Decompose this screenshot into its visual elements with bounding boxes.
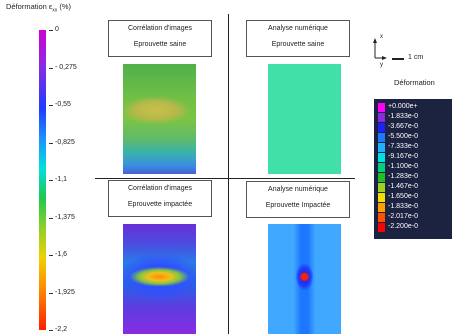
scale-tick-label: 0 xyxy=(55,26,59,33)
scale-tick-label: -0,825 xyxy=(55,138,75,146)
legend-value: -1.833e-0 xyxy=(388,202,418,210)
legend-value: -2.200e-0 xyxy=(388,222,418,230)
scale-bar-line xyxy=(392,58,404,60)
scale-tick xyxy=(49,292,53,294)
panel-label-line1: Analyse numérique xyxy=(268,186,328,193)
legend-swatch xyxy=(378,223,385,232)
scale-tick-label: -2,2 xyxy=(55,326,68,333)
scale-tick-label: -1,6 xyxy=(55,251,68,258)
panel-label-line2: Eprouvette saine xyxy=(133,41,187,48)
panel-label-top-left: Corrélation d'images Eprouvette saine xyxy=(108,20,212,57)
legend-value: -1.650e-0 xyxy=(388,192,418,200)
legend-swatch xyxy=(378,163,385,172)
legend-value: -2.017e-0 xyxy=(388,212,418,220)
panel-label-line2: Eprouvette impactée xyxy=(127,201,193,208)
scale-tick-label: - 0,275 xyxy=(55,63,77,71)
scale-tick xyxy=(49,142,53,144)
legend-value: -9.167e-0 xyxy=(388,152,418,160)
horizontal-divider xyxy=(95,178,355,179)
panel-label-line1: Corrélation d'images xyxy=(128,25,192,32)
panel-label-line2: Eprouvette Impactée xyxy=(265,202,331,209)
legend-swatch xyxy=(378,133,385,142)
panel-label-line1: Analyse numérique xyxy=(268,25,328,32)
legend-swatch xyxy=(378,213,385,222)
scale-tick-label: -1,1 xyxy=(55,176,68,183)
axis-x-label: x xyxy=(380,34,383,40)
axis-arrows-icon xyxy=(373,38,387,60)
legend-value: -5.500e-0 xyxy=(388,132,418,140)
legend-swatch xyxy=(378,103,385,112)
panel-label-line2: Eprouvette saine xyxy=(271,41,325,48)
legend-value: -3.667e-0 xyxy=(388,122,418,130)
scale-tick xyxy=(49,30,53,31)
scale-tick xyxy=(49,217,53,219)
scale-tick xyxy=(49,255,53,256)
legend-value: -1.100e-0 xyxy=(388,162,418,170)
panel-label-top-right: Analyse numérique Eprouvette saine xyxy=(246,20,350,57)
legend-swatch xyxy=(378,183,385,192)
scale-length-label: 1 cm xyxy=(408,54,424,61)
scale-tick xyxy=(49,105,53,106)
specimen-dic-impacted xyxy=(123,224,196,334)
legend-value: -1.467e-0 xyxy=(388,182,418,190)
legend-swatch xyxy=(378,173,385,182)
legend-swatch xyxy=(378,143,385,152)
vertical-divider xyxy=(228,14,229,334)
scale-tick-label: -1,375 xyxy=(55,213,75,221)
legend-swatch xyxy=(378,203,385,212)
specimen-numerical-healthy xyxy=(268,64,341,174)
panel-label-line1: Corrélation d'images xyxy=(128,185,192,192)
legend-value: -7.333e-0 xyxy=(388,142,418,150)
legend-value: +0.000e+ xyxy=(388,102,418,110)
panel-label-bottom-right: Analyse numérique Eprouvette Impactée xyxy=(246,181,350,218)
legend-title: Déformation xyxy=(394,78,435,87)
legend-value: -1.833e-0 xyxy=(388,112,418,120)
legend-swatch xyxy=(378,193,385,202)
legend-value: -1.283e-0 xyxy=(388,172,418,180)
panel-label-bottom-left: Corrélation d'images Eprouvette impactée xyxy=(108,180,212,217)
legend-swatch xyxy=(378,123,385,132)
specimen-numerical-impacted xyxy=(268,224,341,334)
scale-tick xyxy=(49,330,53,331)
scale-tick xyxy=(49,180,53,181)
axis-y-label: y xyxy=(380,62,383,68)
scale-tick xyxy=(49,67,53,69)
colour-scale-bar xyxy=(39,30,46,330)
legend-swatch xyxy=(378,153,385,162)
scale-tick-label: -1,925 xyxy=(55,288,75,296)
result-legend xyxy=(374,99,452,239)
scale-title: Déformation εxx (%) xyxy=(6,2,72,14)
specimen-dic-healthy xyxy=(123,64,196,174)
scale-tick-label: -0,55 xyxy=(55,101,71,108)
legend-swatch xyxy=(378,113,385,122)
